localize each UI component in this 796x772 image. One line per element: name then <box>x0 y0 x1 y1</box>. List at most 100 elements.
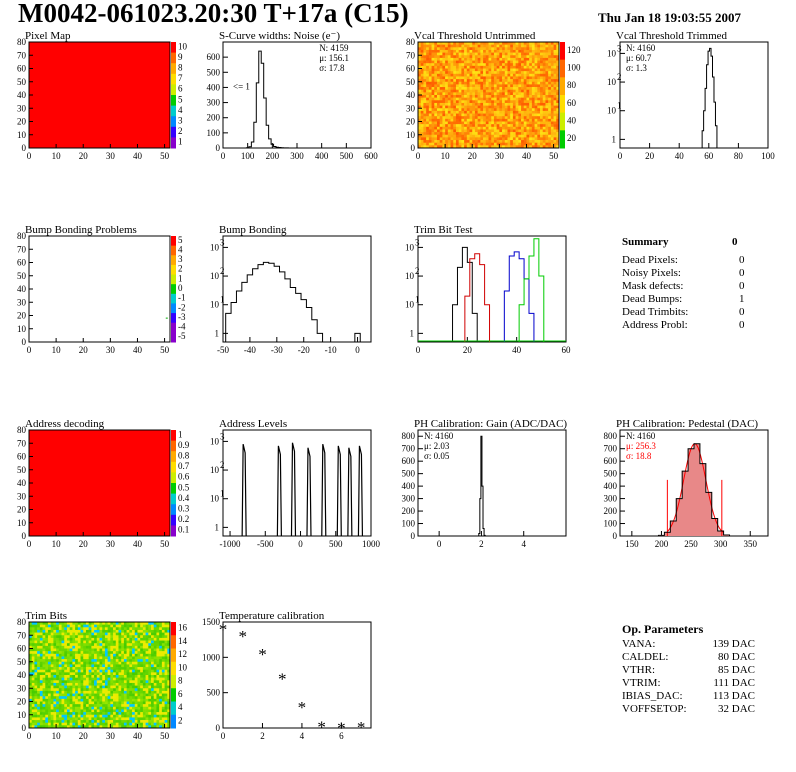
heatmap-cell <box>491 124 495 128</box>
heatmap-cell <box>39 722 43 726</box>
heatmap-cell <box>159 659 163 663</box>
heatmap-cell <box>436 100 440 104</box>
heatmap-cell <box>29 629 33 633</box>
heatmap-cell <box>142 712 146 716</box>
heatmap-cell <box>445 71 449 75</box>
heatmap-cell <box>66 637 70 641</box>
heatmap-cell <box>510 79 514 83</box>
heatmap-cell <box>534 113 538 117</box>
y-tick-label: 30 <box>406 103 416 113</box>
heatmap-cell <box>118 653 122 657</box>
heatmap-cell <box>69 717 73 721</box>
heatmap-cell <box>156 629 160 633</box>
heatmap-cell <box>85 661 89 665</box>
heatmap-cell <box>80 643 84 647</box>
heatmap-cell <box>42 680 46 684</box>
heatmap-cell <box>488 113 492 117</box>
heatmap-cell <box>167 725 171 729</box>
heatmap-cell <box>450 116 454 120</box>
heatmap-cell <box>129 648 133 652</box>
heatmap-cell <box>107 717 111 721</box>
heatmap-cell <box>540 63 544 67</box>
heatmap-cell <box>545 95 549 98</box>
heatmap-cell <box>167 677 171 681</box>
heatmap-cell <box>56 675 60 678</box>
heatmap-cell <box>47 714 51 718</box>
heatmap-cell <box>455 57 459 61</box>
y-tick-label: 1 <box>612 134 617 144</box>
heatmap-cell <box>502 105 506 109</box>
heatmap-cell <box>464 52 468 56</box>
heatmap-cell <box>485 108 489 112</box>
heatmap-cell <box>455 116 459 120</box>
colorbar-segment <box>171 73 176 85</box>
heatmap-cell <box>526 49 530 53</box>
heatmap-cell <box>161 696 165 700</box>
heatmap-cell <box>80 622 84 625</box>
heatmap-cell <box>80 717 84 721</box>
heatmap-cell <box>56 680 60 684</box>
heatmap-cell <box>80 722 84 726</box>
heatmap-cell <box>507 134 511 138</box>
heatmap-cell <box>434 97 438 101</box>
x-tick-label: 20 <box>79 345 89 355</box>
heatmap-cell <box>548 100 552 104</box>
heatmap-cell <box>66 712 70 716</box>
heatmap-cell <box>75 656 79 660</box>
heatmap-cell <box>428 49 432 53</box>
heatmap-cell <box>450 63 454 67</box>
x-tick-label: 50 <box>160 151 170 161</box>
heatmap-cell <box>121 725 125 729</box>
heatmap-cell <box>47 717 51 721</box>
heatmap-cell <box>436 113 440 117</box>
heatmap-cell <box>550 95 554 98</box>
heatmap-cell <box>156 675 160 678</box>
heatmap-cell <box>159 675 163 678</box>
heatmap-cell <box>64 722 68 726</box>
heatmap-cell <box>461 55 465 59</box>
heatmap-cell <box>474 73 478 77</box>
colorbar-segment <box>171 622 176 636</box>
heatmap-cell <box>436 65 440 69</box>
heatmap-cell <box>428 132 432 136</box>
heatmap-cell <box>107 640 111 644</box>
heatmap-cell <box>77 680 81 684</box>
heatmap-cell <box>464 47 468 51</box>
heatmap-cell <box>445 87 449 90</box>
heatmap-cell <box>66 627 70 631</box>
heatmap-cell <box>72 693 76 697</box>
heatmap-cell <box>474 132 478 136</box>
heatmap-cell <box>523 89 527 93</box>
heatmap-cell <box>502 87 506 90</box>
heatmap-cell <box>113 709 117 713</box>
heatmap-cell <box>53 627 57 631</box>
y-tick-exponent: 1 <box>617 101 622 111</box>
heatmap-cell <box>464 68 468 72</box>
heatmap-cell <box>153 690 157 694</box>
heatmap-cell <box>453 121 457 125</box>
heatmap-cell <box>534 55 538 59</box>
heatmap-cell <box>455 121 459 125</box>
heatmap-cell <box>153 669 157 673</box>
heatmap-cell <box>83 725 87 729</box>
heatmap-cell <box>523 110 527 114</box>
heatmap-cell <box>142 645 146 649</box>
heatmap-cell <box>428 68 432 72</box>
heatmap-cell <box>148 712 152 716</box>
heatmap-cell <box>134 698 138 702</box>
heatmap-cell <box>493 57 497 61</box>
heatmap-cell <box>428 73 432 77</box>
heatmap-cell <box>420 108 424 112</box>
heatmap-cell <box>34 669 38 673</box>
heatmap-cell <box>431 89 435 93</box>
colorbar-segment <box>171 42 176 54</box>
heatmap-cell <box>39 659 43 663</box>
heatmap-cell <box>431 105 435 109</box>
heatmap-cell <box>545 102 549 106</box>
heatmap-cell <box>420 84 424 88</box>
heatmap-cell <box>161 680 165 684</box>
heatmap-cell <box>72 622 76 625</box>
heatmap-cell <box>132 682 136 686</box>
heatmap-cell <box>480 73 484 77</box>
heatmap-cell <box>447 42 451 45</box>
